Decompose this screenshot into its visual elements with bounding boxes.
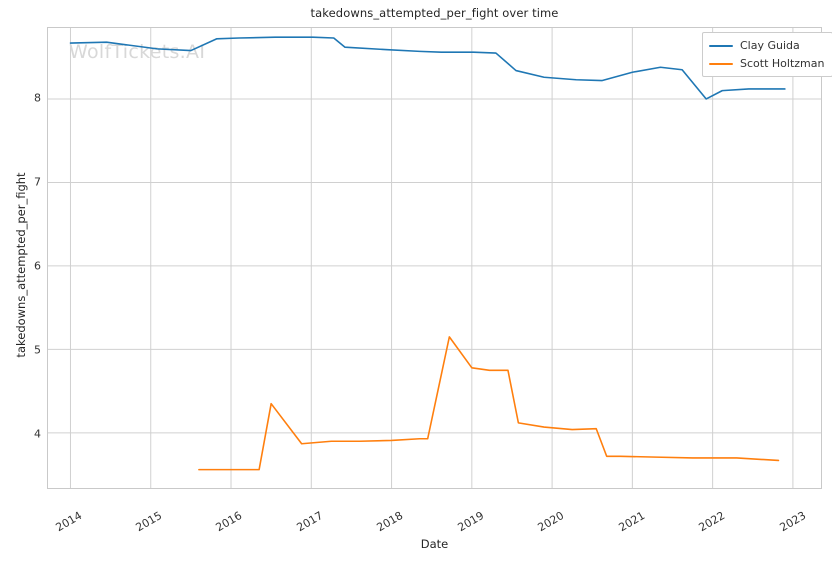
legend-entry[interactable]: Scott Holtzman xyxy=(709,56,824,71)
legend-color-swatch xyxy=(709,62,733,65)
grid-lines xyxy=(48,28,821,488)
y-tick-label: 6 xyxy=(34,259,41,273)
chart-title: takedowns_attempted_per_fight over time xyxy=(310,6,559,20)
y-tick-label: 8 xyxy=(34,91,41,105)
x-tick-label: 2023 xyxy=(777,509,809,535)
x-tick-label: 2020 xyxy=(535,509,567,535)
x-tick-label: 2022 xyxy=(696,509,728,535)
y-tick-label: 4 xyxy=(34,427,41,441)
y-axis-ticks: 4 5 6 7 8 xyxy=(0,27,41,489)
x-tick-label: 2016 xyxy=(213,509,245,535)
x-tick-label: 2019 xyxy=(455,509,487,535)
y-tick-label: 5 xyxy=(34,343,41,357)
chart-legend[interactable]: Clay Guida Scott Holtzman xyxy=(702,32,832,77)
series-line xyxy=(69,36,786,100)
x-tick-label: 2018 xyxy=(374,509,406,535)
x-axis-label: Date xyxy=(420,537,449,551)
legend-label: Scott Holtzman xyxy=(740,57,825,70)
legend-entry[interactable]: Clay Guida xyxy=(709,38,824,53)
plot-area: WolfTickets.AI xyxy=(47,27,822,489)
legend-label: Clay Guida xyxy=(740,39,800,52)
y-tick-label: 7 xyxy=(34,175,41,189)
x-axis-ticks: 2014 2015 2016 2017 2018 2019 2020 2021 2022 2023 xyxy=(47,489,822,539)
series-line xyxy=(198,336,780,471)
legend-color-swatch xyxy=(709,44,733,47)
x-tick-label: 2017 xyxy=(294,509,326,535)
data-series xyxy=(69,36,786,471)
x-tick-label: 2021 xyxy=(616,509,648,535)
x-tick-label: 2015 xyxy=(133,509,165,535)
x-tick-label: 2014 xyxy=(53,509,84,535)
